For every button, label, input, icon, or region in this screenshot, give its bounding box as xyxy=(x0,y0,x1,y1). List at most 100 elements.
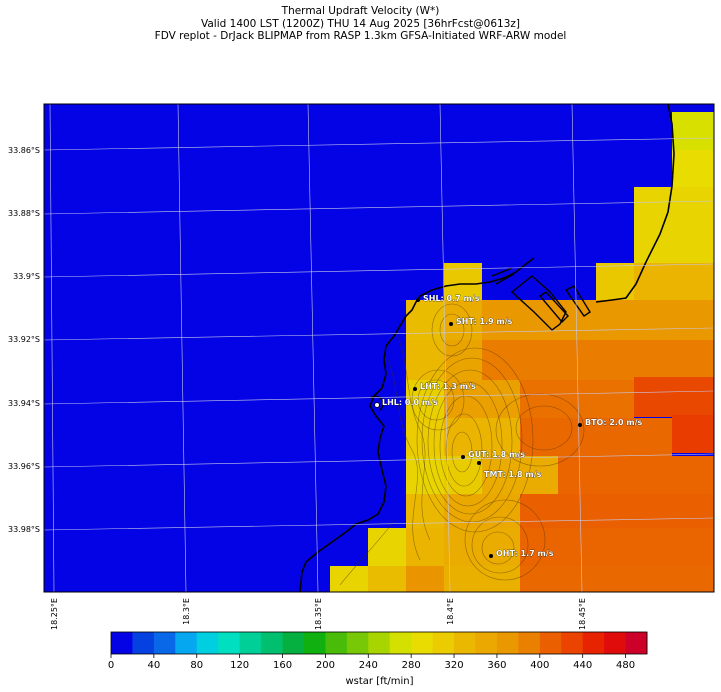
site-oht[interactable]: OHT: 1.7 m/s xyxy=(489,549,554,558)
lat-label: 33.96°S xyxy=(8,462,40,471)
lat-label: 33.88°S xyxy=(8,209,40,218)
site-marker[interactable] xyxy=(477,461,481,465)
title-line-3: FDV replot - DrJack BLIPMAP from RASP 1.… xyxy=(154,30,567,42)
harbour-breakwater xyxy=(510,275,567,331)
colorbar-segment xyxy=(604,632,627,654)
site-marker[interactable] xyxy=(416,298,420,302)
colorbar-tick-label: 240 xyxy=(359,660,378,671)
contour-line xyxy=(495,393,585,467)
colorbar-segment xyxy=(496,632,519,654)
site-bto[interactable]: BTO: 2.0 m/s xyxy=(578,418,643,427)
site-tmt[interactable]: TMT: 1.8 m/s xyxy=(477,461,542,479)
colorbar-label: wstar [ft/min] xyxy=(345,676,414,687)
site-label: SHT: 1.9 m/s xyxy=(456,317,513,326)
graticule xyxy=(44,104,714,592)
colorbar-segment xyxy=(218,632,241,654)
colorbar-segment xyxy=(454,632,476,654)
lat-label: 33.86°S xyxy=(8,146,40,155)
site-gut[interactable]: GUT: 1.8 m/s xyxy=(461,450,526,459)
colorbar-segment xyxy=(625,632,648,654)
colorbar-segment xyxy=(261,632,284,654)
site-label: BTO: 2.0 m/s xyxy=(585,418,643,427)
lon-label: 18.45°E xyxy=(578,598,587,630)
site-marker[interactable] xyxy=(489,554,493,558)
site-label: OHT: 1.7 m/s xyxy=(496,549,554,558)
title-line-2: Valid 1400 LST (1200Z) THU 14 Aug 2025 [… xyxy=(201,17,520,30)
colorbar-segment xyxy=(239,632,262,654)
contour-line xyxy=(411,369,465,431)
thermal-cell xyxy=(406,566,444,592)
terrain-contours xyxy=(339,303,585,586)
thermal-cell xyxy=(634,377,714,417)
site-shl[interactable]: SHL: 0.7 m/s xyxy=(416,294,480,303)
colorbar-segment xyxy=(368,632,391,654)
colorbar-segment xyxy=(196,632,219,654)
site-label: LHT: 1.3 m/s xyxy=(420,382,476,391)
contour-line xyxy=(339,519,396,586)
colorbar-tick-label: 280 xyxy=(402,660,421,671)
colorbar-tick-label: 80 xyxy=(190,660,203,671)
colorbar-tick-label: 0 xyxy=(108,660,114,671)
site-label: SHL: 0.7 m/s xyxy=(423,294,480,303)
contour-line xyxy=(464,499,546,581)
colorbar-frame xyxy=(110,631,648,655)
site-lhl[interactable]: LHL: 0.0 m/s xyxy=(374,398,438,408)
colorbar-segment xyxy=(346,632,369,654)
contour-line xyxy=(431,303,473,357)
colorbar-tick-label: 440 xyxy=(573,660,592,671)
lon-label: 18.35°E xyxy=(314,598,323,630)
thermal-cell xyxy=(672,415,714,453)
site-markers: SHL: 0.7 m/s SHT: 1.9 m/s LHT: 1.3 m/s L… xyxy=(374,294,643,558)
contour-line xyxy=(421,357,523,523)
lat-label: 33.92°S xyxy=(8,335,40,344)
thermal-cell xyxy=(520,566,714,592)
thermal-cell xyxy=(482,340,714,380)
site-lht[interactable]: LHT: 1.3 m/s xyxy=(413,382,476,391)
site-marker[interactable] xyxy=(578,423,582,427)
site-marker[interactable] xyxy=(413,387,417,391)
harbour-breakwater xyxy=(564,285,591,317)
colorbar: 0 40 80 120 160 200 240 280 320 360 400 440 480 xyxy=(108,631,648,671)
thermal-cell xyxy=(444,566,520,592)
contour-line xyxy=(433,381,503,507)
site-sht[interactable]: SHT: 1.9 m/s xyxy=(449,317,513,326)
colorbar-segment xyxy=(303,632,326,654)
thermal-cell xyxy=(558,456,714,494)
lat-labels: 33.86°S 33.88°S 33.9°S 33.92°S 33.94°S 3… xyxy=(8,146,40,534)
site-label: GUT: 1.8 m/s xyxy=(468,450,525,459)
lon-labels: 18.25°E 18.3°E 18.35°E 18.4°E 18.45°E xyxy=(50,598,587,630)
colorbar-tick-label: 320 xyxy=(444,660,463,671)
colorbar-tick-label: 40 xyxy=(148,660,161,671)
colorbar-tick-label: 400 xyxy=(530,660,549,671)
thermal-cell xyxy=(520,528,714,566)
thermal-cell xyxy=(672,112,714,150)
colorbar-tick-label: 480 xyxy=(616,660,635,671)
contour-line xyxy=(451,431,473,473)
thermal-cell xyxy=(444,300,482,340)
thermal-cell xyxy=(634,187,714,263)
colorbar-segment xyxy=(153,632,176,654)
colorbar-segment xyxy=(132,632,155,654)
site-marker[interactable] xyxy=(449,322,453,326)
lon-label: 18.3°E xyxy=(182,598,191,625)
lat-label: 33.98°S xyxy=(8,525,40,534)
colorbar-segment xyxy=(539,632,562,654)
colorbar-segment xyxy=(325,632,348,654)
site-marker[interactable] xyxy=(374,402,380,408)
thermal-cell xyxy=(330,566,368,592)
lat-label: 33.94°S xyxy=(8,399,40,408)
colorbar-segment xyxy=(432,632,455,654)
colorbar-segment xyxy=(175,632,198,654)
contour-line xyxy=(471,516,529,574)
map-title: Thermal Updraft Velocity (W*) Valid 1400… xyxy=(0,5,721,43)
lon-label: 18.25°E xyxy=(50,598,59,630)
contour-line xyxy=(427,369,513,515)
harbour-breakwater xyxy=(491,267,515,285)
site-marker[interactable] xyxy=(461,455,465,459)
site-label: LHL: 0.0 m/s xyxy=(382,398,438,407)
colorbar-ticks: 0 40 80 120 160 200 240 280 320 360 400 440 480 xyxy=(108,654,635,671)
colorbar-segment xyxy=(411,632,434,654)
lat-label: 33.9°S xyxy=(13,272,40,281)
thermal-cell xyxy=(672,150,714,188)
title-line-1: Thermal Updraft Velocity (W*) xyxy=(281,5,440,17)
